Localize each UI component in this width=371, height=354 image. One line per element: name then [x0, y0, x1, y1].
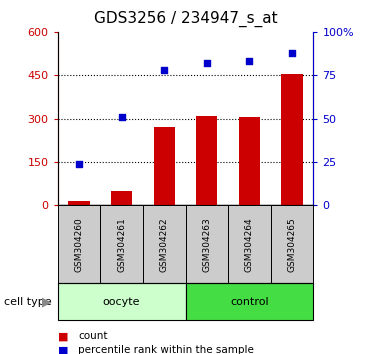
Text: percentile rank within the sample: percentile rank within the sample [78, 346, 254, 354]
Text: GSM304261: GSM304261 [117, 217, 126, 272]
Text: GSM304264: GSM304264 [245, 217, 254, 272]
Text: GDS3256 / 234947_s_at: GDS3256 / 234947_s_at [94, 11, 277, 27]
Bar [239, 117, 260, 205]
Text: cell type: cell type [4, 297, 51, 307]
Point [247, 58, 253, 64]
Text: ■: ■ [58, 346, 68, 354]
Text: GSM304262: GSM304262 [160, 217, 169, 272]
Text: GSM304265: GSM304265 [288, 217, 297, 272]
Bar [196, 116, 217, 205]
Text: GSM304263: GSM304263 [202, 217, 211, 272]
Bar [111, 191, 132, 205]
Point [289, 50, 295, 56]
Text: ▶: ▶ [42, 295, 51, 308]
Text: count: count [78, 331, 108, 341]
Point [119, 114, 125, 120]
Text: ■: ■ [58, 331, 68, 341]
Bar [68, 201, 89, 205]
Text: oocyte: oocyte [103, 297, 140, 307]
Point [161, 67, 167, 73]
Text: GSM304260: GSM304260 [74, 217, 83, 272]
Point [204, 60, 210, 66]
Bar [282, 74, 303, 205]
Text: control: control [230, 297, 269, 307]
Bar [154, 127, 175, 205]
Point [76, 161, 82, 166]
